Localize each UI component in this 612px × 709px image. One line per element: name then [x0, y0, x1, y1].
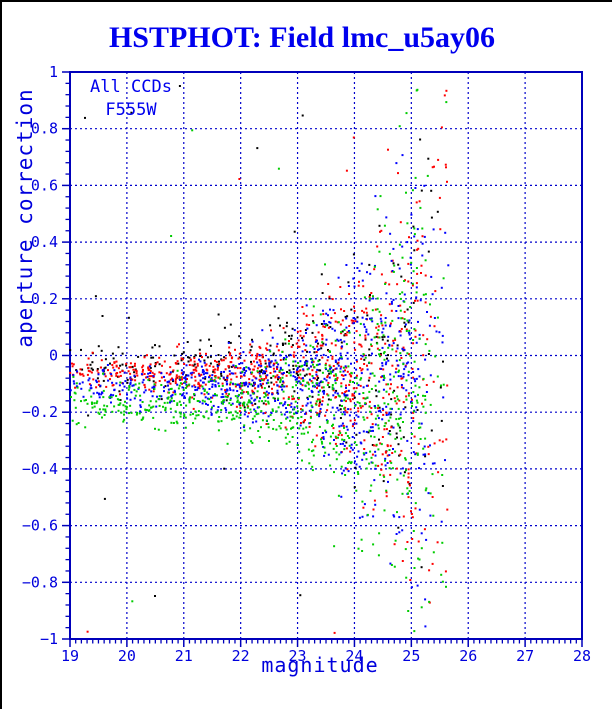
svg-text:25: 25 — [402, 647, 420, 665]
svg-text:27: 27 — [516, 647, 534, 665]
svg-text:22: 22 — [232, 647, 250, 665]
svg-text:20: 20 — [118, 647, 136, 665]
y-axis-label: aperture correction — [13, 88, 37, 348]
svg-text:−0.4: −0.4 — [22, 460, 58, 478]
svg-text:−1: −1 — [40, 630, 58, 648]
x-axis-label: magnitude — [261, 653, 379, 677]
svg-text:21: 21 — [175, 647, 193, 665]
svg-text:28: 28 — [573, 647, 591, 665]
svg-text:24: 24 — [345, 647, 363, 665]
svg-text:−0.2: −0.2 — [22, 403, 58, 421]
svg-text:0.6: 0.6 — [31, 176, 58, 194]
svg-text:0.2: 0.2 — [31, 290, 58, 308]
svg-text:23: 23 — [289, 647, 307, 665]
svg-text:19: 19 — [61, 647, 79, 665]
svg-text:−0.8: −0.8 — [22, 573, 58, 591]
page-title: HSTPHOT: Field lmc_u5ay06 — [108, 21, 496, 54]
annotation-line-ccds: All CCDs — [90, 77, 172, 97]
svg-text:1: 1 — [49, 63, 58, 81]
svg-text:0: 0 — [49, 347, 58, 365]
svg-text:0.4: 0.4 — [31, 233, 58, 251]
svg-text:0.8: 0.8 — [31, 120, 58, 138]
annotation-line-filter: F555W — [105, 100, 157, 120]
plot-annotation: All CCDs F555W — [79, 76, 183, 122]
svg-text:−0.6: −0.6 — [22, 517, 58, 535]
svg-text:26: 26 — [459, 647, 477, 665]
